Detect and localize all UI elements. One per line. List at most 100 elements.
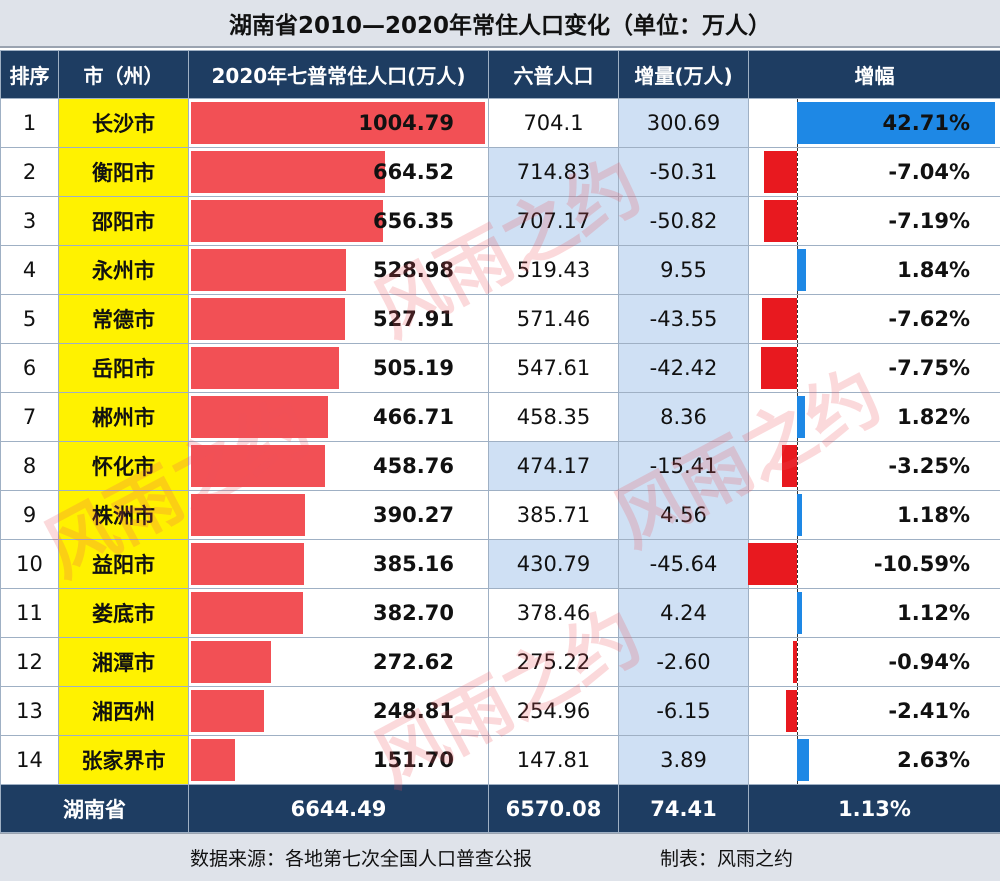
chart-title: 湖南省2010—2020年常住人口变化（单位：万人） — [0, 0, 1000, 48]
pop2020-cell: 466.71 — [188, 392, 489, 442]
city-cell: 衡阳市 — [58, 147, 189, 197]
table-row: 14 张家界市 151.70 147.81 3.89 2.63% — [0, 735, 1000, 785]
rank-cell: 13 — [0, 686, 59, 736]
pop2020-label: 656.35 — [372, 209, 454, 233]
rate-cell: -2.41% — [748, 686, 1000, 736]
city-cell: 株洲市 — [58, 490, 189, 540]
pop2020-bar — [191, 445, 325, 487]
city-cell: 永州市 — [58, 245, 189, 295]
rate-cell: -7.19% — [748, 196, 1000, 246]
pop2020-label: 466.71 — [372, 405, 454, 429]
header-row: 排序 市（州） 2020年七普常住人口(万人) 六普人口 增量(万人) 增幅 — [0, 50, 1000, 99]
increase-cell: 300.69 — [618, 98, 749, 148]
header-pop2020: 2020年七普常住人口(万人) — [188, 50, 489, 99]
pop2020-cell: 248.81 — [188, 686, 489, 736]
rate-label: -3.25% — [888, 454, 970, 478]
pop2010-cell: 275.22 — [488, 637, 619, 687]
pop2020-bar — [191, 494, 305, 536]
table-row: 10 益阳市 385.16 430.79 -45.64 -10.59% — [0, 539, 1000, 589]
rate-label: -7.62% — [888, 307, 970, 331]
rank-cell: 12 — [0, 637, 59, 687]
rank-cell: 3 — [0, 196, 59, 246]
city-cell: 郴州市 — [58, 392, 189, 442]
increase-cell: -45.64 — [618, 539, 749, 589]
pop2020-bar — [191, 739, 235, 781]
header-city: 市（州） — [58, 50, 189, 99]
rate-cell: 1.82% — [748, 392, 1000, 442]
header-rank: 排序 — [0, 50, 59, 99]
increase-cell: 4.24 — [618, 588, 749, 638]
rate-cell: -3.25% — [748, 441, 1000, 491]
increase-cell: 8.36 — [618, 392, 749, 442]
rate-bar — [793, 641, 797, 683]
pop2020-bar — [191, 347, 339, 389]
pop2020-bar — [191, 102, 485, 144]
rate-label: 1.82% — [897, 405, 970, 429]
maker-note: 制表：风雨之约 — [660, 848, 794, 870]
pop2020-bar — [191, 690, 264, 732]
rank-cell: 1 — [0, 98, 59, 148]
city-cell: 长沙市 — [58, 98, 189, 148]
pop2020-label: 151.70 — [372, 748, 454, 772]
rate-label: -10.59% — [873, 552, 970, 576]
table-row: 11 娄底市 382.70 378.46 4.24 1.12% — [0, 588, 1000, 638]
rate-bar — [797, 396, 805, 438]
pop2010-cell: 254.96 — [488, 686, 619, 736]
pop2010-cell: 704.1 — [488, 98, 619, 148]
pop2020-label: 390.27 — [372, 503, 454, 527]
increase-cell: 4.56 — [618, 490, 749, 540]
rate-label: 2.63% — [897, 748, 970, 772]
rank-cell: 8 — [0, 441, 59, 491]
rate-cell: 42.71% — [748, 98, 1000, 148]
rate-bar — [797, 249, 806, 291]
increase-cell: -42.42 — [618, 343, 749, 393]
rate-label: 1.84% — [897, 258, 970, 282]
pop2020-label: 382.70 — [372, 601, 454, 625]
increase-cell: -50.82 — [618, 196, 749, 246]
city-cell: 娄底市 — [58, 588, 189, 638]
rate-axis — [797, 687, 798, 735]
total-increase: 74.41 — [618, 784, 749, 833]
table-row: 9 株洲市 390.27 385.71 4.56 1.18% — [0, 490, 1000, 540]
rate-label: 1.12% — [897, 601, 970, 625]
rate-axis — [797, 442, 798, 490]
pop2020-label: 272.62 — [372, 650, 454, 674]
rank-cell: 4 — [0, 245, 59, 295]
pop2010-cell: 474.17 — [488, 441, 619, 491]
pop2020-bar — [191, 249, 346, 291]
increase-cell: -2.60 — [618, 637, 749, 687]
rank-cell: 9 — [0, 490, 59, 540]
rate-cell: -0.94% — [748, 637, 1000, 687]
rate-axis — [797, 344, 798, 392]
total-row: 湖南省 6644.49 6570.08 74.41 1.13% — [0, 784, 1000, 833]
increase-cell: -15.41 — [618, 441, 749, 491]
increase-cell: -50.31 — [618, 147, 749, 197]
rank-cell: 5 — [0, 294, 59, 344]
pop2020-bar — [191, 151, 385, 193]
pop2010-cell: 385.71 — [488, 490, 619, 540]
rate-bar — [764, 151, 797, 193]
pop2020-cell: 527.91 — [188, 294, 489, 344]
city-cell: 常德市 — [58, 294, 189, 344]
rate-axis — [797, 540, 798, 588]
pop2020-cell: 505.19 — [188, 343, 489, 393]
pop2020-cell: 382.70 — [188, 588, 489, 638]
rate-axis — [797, 295, 798, 343]
table-row: 2 衡阳市 664.52 714.83 -50.31 -7.04% — [0, 147, 1000, 197]
increase-cell: 9.55 — [618, 245, 749, 295]
city-cell: 湘西州 — [58, 686, 189, 736]
pop2020-cell: 656.35 — [188, 196, 489, 246]
pop2020-label: 458.76 — [372, 454, 454, 478]
rate-cell: -7.04% — [748, 147, 1000, 197]
pop2020-label: 385.16 — [372, 552, 454, 576]
pop2010-cell: 458.35 — [488, 392, 619, 442]
rate-cell: 1.84% — [748, 245, 1000, 295]
pop2010-cell: 571.46 — [488, 294, 619, 344]
pop2020-cell: 664.52 — [188, 147, 489, 197]
rate-bar — [748, 543, 797, 585]
total-rate: 1.13% — [748, 784, 1000, 833]
city-cell: 益阳市 — [58, 539, 189, 589]
total-pop2020: 6644.49 — [188, 784, 489, 833]
header-pop2010: 六普人口 — [488, 50, 619, 99]
increase-cell: 3.89 — [618, 735, 749, 785]
